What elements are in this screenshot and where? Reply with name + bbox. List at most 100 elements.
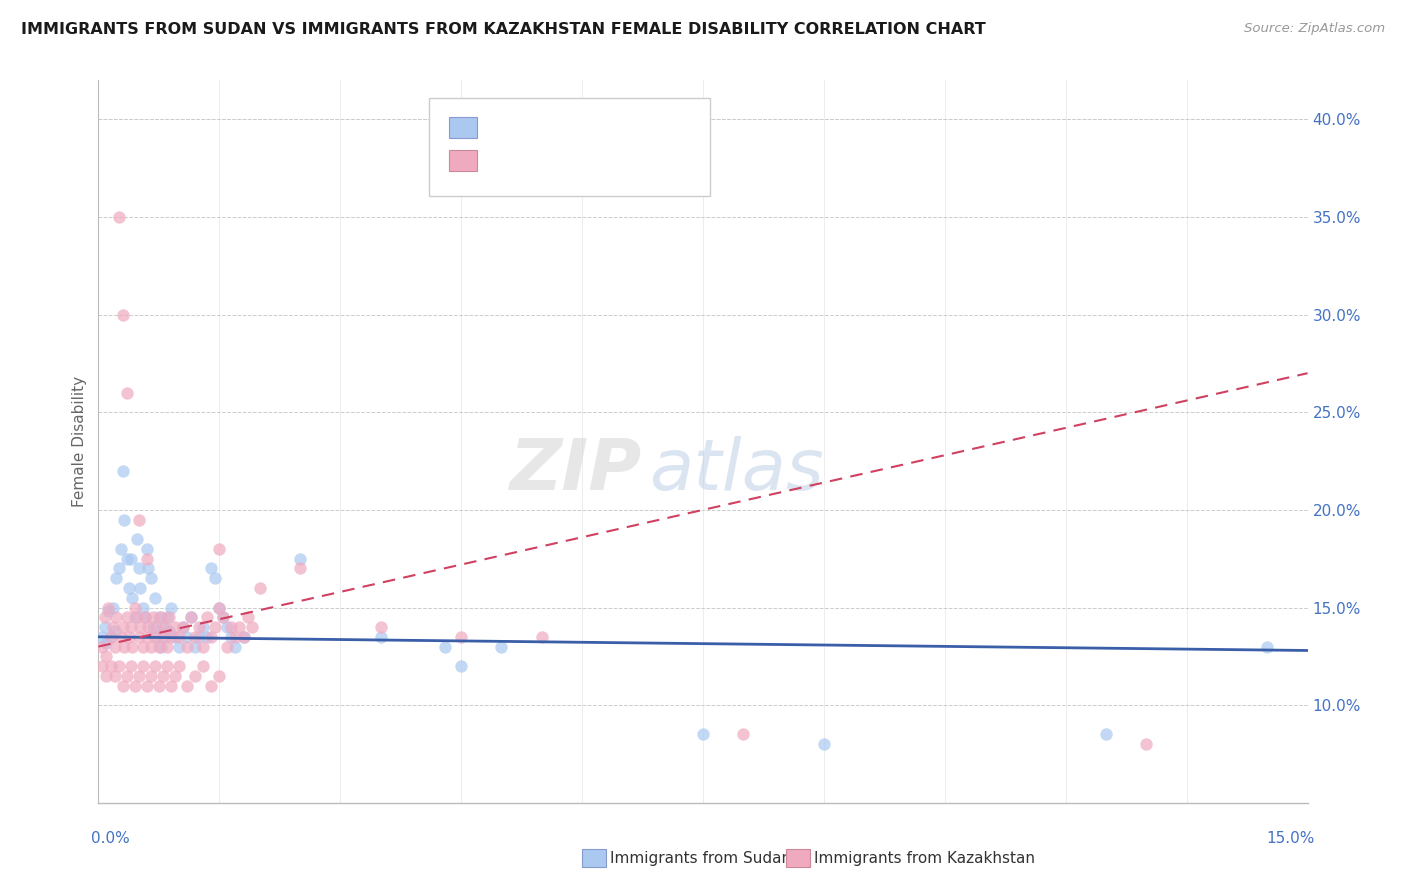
Point [107, 561, 129, 575]
Point [94, 610, 117, 624]
Point [236, 610, 259, 624]
Point [135, 541, 157, 556]
Point [110, 541, 132, 556]
Point [180, 610, 202, 624]
Text: atlas: atlas [648, 436, 823, 505]
Point [172, 620, 194, 634]
Point [370, 630, 392, 644]
Text: N =: N = [583, 120, 617, 135]
Point [142, 620, 165, 634]
Point [288, 551, 311, 566]
Point [212, 610, 235, 624]
Point [103, 624, 125, 638]
Point [153, 630, 176, 644]
Point [217, 620, 239, 634]
Text: R =: R = [485, 153, 519, 168]
Point [434, 640, 457, 654]
Point [121, 640, 143, 654]
Point [94, 620, 117, 634]
Point [111, 679, 134, 693]
Point [143, 591, 166, 605]
Point [107, 659, 129, 673]
Point [111, 308, 134, 322]
Point [204, 571, 226, 585]
Point [167, 630, 190, 644]
Point [134, 610, 156, 624]
Point [118, 630, 141, 644]
Point [193, 620, 215, 634]
Text: R =: R = [485, 120, 519, 135]
Point [115, 669, 138, 683]
Point [184, 640, 207, 654]
Point [132, 659, 155, 673]
Point [200, 630, 222, 644]
Point [129, 620, 152, 634]
Point [121, 591, 143, 605]
Point [115, 385, 138, 400]
Point [143, 659, 166, 673]
Point [176, 679, 198, 693]
Point [135, 551, 157, 566]
Point [288, 561, 311, 575]
Point [128, 630, 150, 644]
Text: Source: ZipAtlas.com: Source: ZipAtlas.com [1244, 22, 1385, 36]
Point [180, 610, 202, 624]
Text: 91: 91 [616, 153, 637, 168]
Point [1095, 727, 1118, 741]
Point [100, 630, 122, 644]
Point [96, 669, 118, 683]
Point [107, 210, 129, 224]
Y-axis label: Female Disability: Female Disability [72, 376, 87, 508]
Point [148, 640, 170, 654]
Point [124, 600, 146, 615]
Point [160, 600, 183, 615]
Point [152, 620, 174, 634]
Point [176, 630, 198, 644]
Point [120, 659, 142, 673]
Point [491, 640, 513, 654]
Point [176, 640, 198, 654]
Point [150, 610, 173, 624]
Point [200, 679, 222, 693]
Point [228, 620, 250, 634]
Point [152, 630, 174, 644]
Point [139, 640, 162, 654]
Point [96, 649, 118, 664]
Text: 15.0%: 15.0% [1267, 831, 1315, 846]
Point [111, 464, 134, 478]
Point [212, 610, 235, 624]
Point [135, 630, 157, 644]
Point [110, 630, 132, 644]
Point [193, 659, 215, 673]
Point [103, 640, 125, 654]
Point [139, 571, 162, 585]
Point [163, 620, 186, 634]
Text: ZIP: ZIP [510, 436, 643, 505]
Point [148, 610, 170, 624]
Point [115, 610, 138, 624]
Point [120, 620, 142, 634]
Point [128, 669, 150, 683]
Point [97, 600, 120, 615]
Point [370, 620, 392, 634]
Point [221, 620, 243, 634]
Point [450, 630, 472, 644]
Point [157, 610, 180, 624]
Point [221, 630, 243, 644]
Point [160, 630, 183, 644]
Point [167, 640, 190, 654]
Point [240, 620, 263, 634]
Text: Immigrants from Kazakhstan: Immigrants from Kazakhstan [814, 851, 1035, 865]
Point [111, 620, 134, 634]
Point [138, 620, 160, 634]
Point [163, 630, 186, 644]
Point [188, 630, 211, 644]
Point [148, 679, 170, 693]
Point [156, 640, 179, 654]
Point [127, 610, 149, 624]
Point [530, 630, 553, 644]
Point [172, 620, 194, 634]
Point [145, 630, 167, 644]
Point [139, 669, 162, 683]
Point [112, 640, 135, 654]
